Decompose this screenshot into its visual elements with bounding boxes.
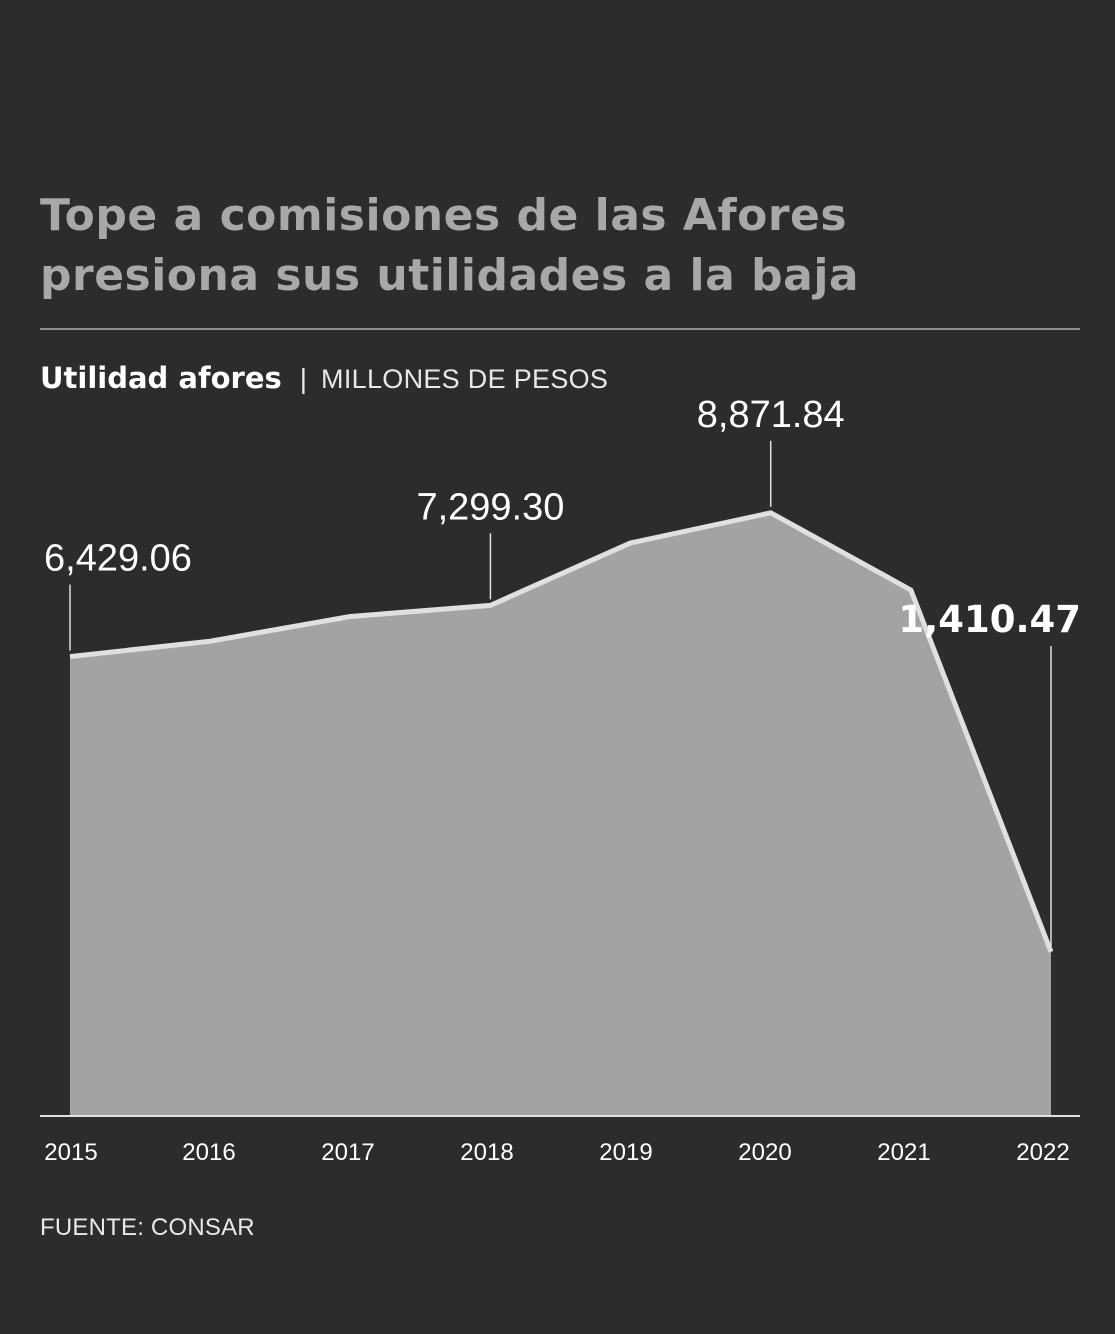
x-tick-label-2019: 2019 (599, 1139, 652, 1166)
x-tick-label-2016: 2016 (182, 1139, 235, 1166)
title-line-2: presiona sus utilidades a la baja (40, 250, 860, 301)
subtitle-label: Utilidad afores (40, 361, 282, 395)
x-tick-label-2021: 2021 (877, 1139, 930, 1166)
value-label-2022: 1,410.47 (898, 598, 1081, 641)
x-tick-label-2018: 2018 (460, 1139, 513, 1166)
value-label-2015: 6,429.06 (44, 538, 192, 580)
title-line-1: Tope a comisiones de las Afores (40, 190, 848, 241)
chart-title: Tope a comisiones de las Afores presiona… (40, 186, 1080, 306)
title-divider (40, 328, 1080, 330)
source-note: FUENTE: CONSAR (40, 1214, 255, 1241)
x-tick-label-2022: 2022 (1016, 1139, 1069, 1166)
x-tick-label-2020: 2020 (738, 1139, 791, 1166)
subtitle-separator: | (299, 363, 308, 394)
chart-subtitle: Utilidad afores | MILLONES DE PESOS (40, 356, 608, 401)
x-tick-label-2015: 2015 (44, 1139, 97, 1166)
area-fill (70, 512, 1051, 1116)
area-chart: 2015 2016 2017 2018 2019 2020 2021 2022 6,429.06… (40, 394, 1081, 1166)
subtitle-unit: MILLONES DE PESOS (321, 364, 609, 394)
value-label-2018: 7,299.30 (416, 486, 564, 528)
x-tick-label-2017: 2017 (321, 1139, 374, 1166)
series-line (69, 510, 1054, 953)
value-label-2020: 8,871.84 (697, 394, 845, 436)
